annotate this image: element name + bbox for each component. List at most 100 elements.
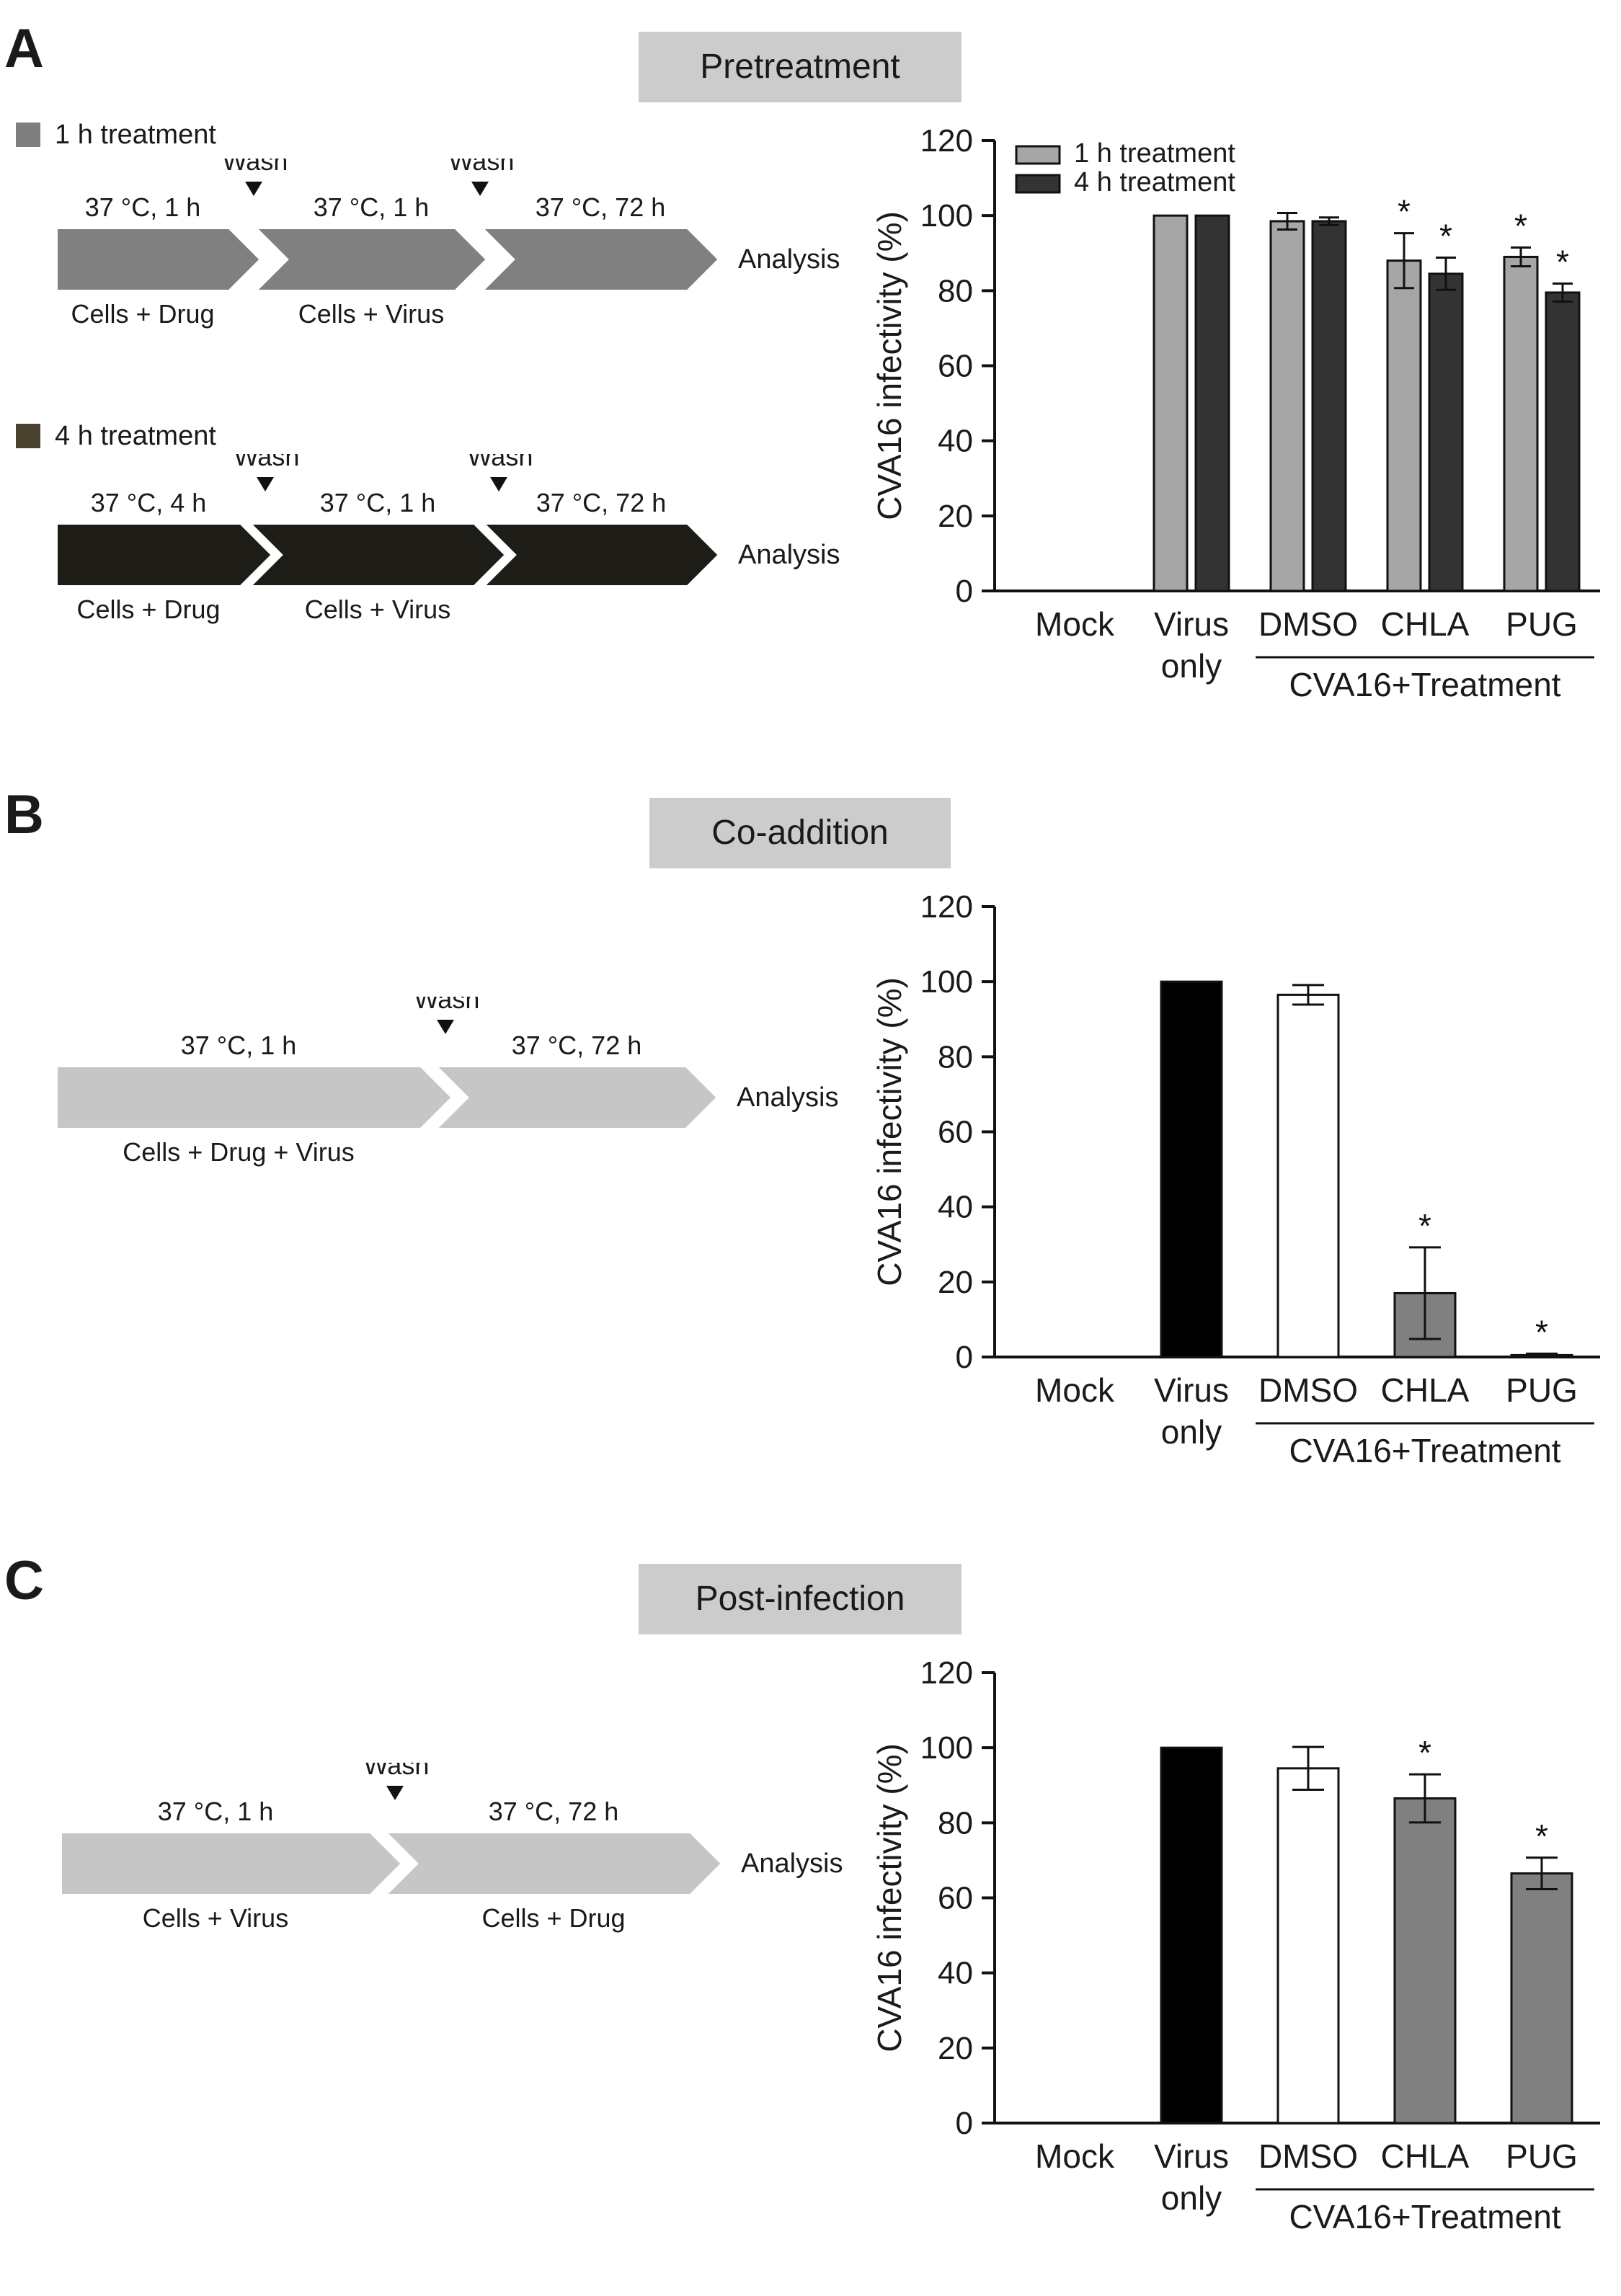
- y-tick-label: 0: [956, 574, 973, 609]
- step-condition-label: 37 °C, 72 h: [536, 192, 666, 222]
- y-tick-label: 100: [920, 1730, 973, 1766]
- y-tick-label: 60: [938, 1881, 973, 1916]
- wash-label: Wash: [364, 1763, 430, 1780]
- x-tick-label: Virus: [1154, 1371, 1229, 1409]
- y-tick-label: 0: [956, 2106, 973, 2141]
- step-condition-label: 37 °C, 1 h: [85, 192, 201, 222]
- significance-marker: *: [1398, 193, 1411, 231]
- protocol-diagram-4h: 37 °C, 4 h Cells + Drug Wash 37 °C, 1 h Cell…: [55, 454, 840, 624]
- group-label: CVA16+Treatment: [1289, 666, 1560, 703]
- step-content-label: Cells + Virus: [298, 299, 444, 329]
- panel-title: Post-infection: [639, 1564, 962, 1634]
- y-tick-label: 40: [938, 424, 973, 459]
- bar-chart-pretreatment: 0 20 40 60 80 100 120 CVA16 infectivity (%) * * * *…: [871, 123, 1600, 703]
- x-tick-label: CHLA: [1381, 605, 1470, 643]
- step-condition-label: 37 °C, 72 h: [512, 1031, 642, 1060]
- analysis-label: Analysis: [737, 1082, 839, 1113]
- wash-marker: [386, 1786, 404, 1800]
- x-tick-label: PUG: [1506, 2137, 1578, 2175]
- y-tick-label: 60: [938, 1115, 973, 1150]
- legend-label: 4 h treatment: [1074, 167, 1235, 197]
- step-condition-label: 37 °C, 1 h: [181, 1031, 297, 1060]
- x-tick-label: DMSO: [1258, 605, 1358, 643]
- bar: [1269, 220, 1305, 592]
- bar: [1393, 1797, 1457, 2124]
- y-tick-label: 120: [920, 889, 973, 925]
- y-tick-label: 100: [920, 964, 973, 1000]
- arrow-segment: [59, 1830, 404, 1897]
- legend-label: 1 h treatment: [1074, 138, 1235, 169]
- step-condition-label: 37 °C, 4 h: [91, 488, 207, 517]
- legend-swatch-4h: [16, 424, 40, 448]
- bar: [1160, 1746, 1223, 2124]
- panel-letter: B: [4, 784, 44, 845]
- analysis-label: Analysis: [738, 540, 840, 570]
- significance-marker: *: [1556, 243, 1569, 280]
- significance-marker: *: [1535, 1313, 1548, 1351]
- y-tick-label: 20: [938, 2031, 973, 2066]
- legend-swatch-1h: [16, 123, 40, 147]
- arrow-segment: [479, 522, 721, 588]
- wash-label: Wash: [414, 997, 480, 1014]
- wash-marker: [437, 1020, 454, 1034]
- protocol-diagram: 37 °C, 1 h Cells + Drug + Virus Wash 37 °C,…: [55, 997, 839, 1167]
- step-condition-label: 37 °C, 1 h: [320, 488, 436, 517]
- bar: [1545, 291, 1581, 592]
- x-tick-label: CHLA: [1381, 1371, 1470, 1409]
- legend-swatch: [1015, 174, 1061, 194]
- panel-title: Co-addition: [649, 798, 951, 868]
- step-content-label: Cells + Drug + Virus: [123, 1137, 354, 1167]
- significance-marker: *: [1418, 1734, 1431, 1771]
- y-tick-label: 20: [938, 499, 973, 534]
- analysis-label: Analysis: [741, 1848, 843, 1879]
- x-tick-label: Mock: [1035, 1371, 1115, 1409]
- y-tick-label: 80: [938, 1805, 973, 1841]
- x-tick-label: DMSO: [1258, 2137, 1358, 2175]
- y-tick-label: 80: [938, 273, 973, 308]
- step-condition-label: 37 °C, 1 h: [314, 192, 430, 222]
- arrow-segment: [55, 522, 275, 588]
- x-tick-label: Virus: [1154, 605, 1229, 643]
- bar-chart-post-infection: 0 20 40 60 80 100 120 CVA16 infectivity (%) * * Mo…: [871, 1655, 1600, 2235]
- panel-a: A Pretreatment 1 h treatment 4 h treatme…: [0, 0, 1621, 764]
- x-tick-label: only: [1161, 647, 1222, 685]
- y-tick-label: 40: [938, 1190, 973, 1225]
- panel-b: B Co-addition 37 °C, 1 h Cells + Drug + V…: [0, 766, 1621, 1530]
- bar: [1503, 255, 1539, 592]
- bar-chart-co-addition: 0 20 40 60 80 100 120 CVA16 infectivity (%) * * Mo…: [871, 889, 1600, 1469]
- panel-c: C Post-infection 37 °C, 1 h Cells + Virus…: [0, 1532, 1621, 2296]
- arrow-segment: [252, 226, 489, 293]
- y-tick-label: 0: [956, 1340, 973, 1375]
- legend-label-1h: 1 h treatment: [55, 120, 216, 150]
- arrow-segment: [381, 1830, 724, 1897]
- wash-marker: [245, 182, 262, 196]
- x-tick-label: only: [1161, 1413, 1222, 1451]
- significance-marker: *: [1439, 218, 1452, 255]
- x-tick-label: DMSO: [1258, 1371, 1358, 1409]
- arrow-segment: [246, 522, 508, 588]
- y-axis-label: CVA16 infectivity (%): [871, 977, 908, 1286]
- x-tick-label: Mock: [1035, 2137, 1115, 2175]
- wash-marker: [257, 477, 274, 491]
- x-tick-label: only: [1161, 2179, 1222, 2217]
- y-tick-label: 100: [920, 198, 973, 233]
- group-label: CVA16+Treatment: [1289, 2198, 1560, 2235]
- x-tick-label: Mock: [1035, 605, 1115, 643]
- y-tick-label: 60: [938, 349, 973, 384]
- arrow-segment: [432, 1064, 720, 1131]
- step-condition-label: 37 °C, 72 h: [536, 488, 667, 517]
- x-tick-label: CHLA: [1381, 2137, 1470, 2175]
- wash-label: Wash: [234, 454, 300, 471]
- protocol-diagram: 37 °C, 1 h Cells + Virus Wash 37 °C, 72 h Ce…: [59, 1763, 843, 1933]
- panel-title: Pretreatment: [639, 32, 962, 102]
- y-tick-label: 40: [938, 1956, 973, 1991]
- significance-marker: *: [1418, 1207, 1431, 1245]
- bar: [1428, 272, 1464, 592]
- x-tick-label: PUG: [1506, 605, 1578, 643]
- bar: [1160, 980, 1223, 1358]
- y-tick-label: 120: [920, 1655, 973, 1691]
- bar: [1276, 993, 1340, 1358]
- bar: [1194, 214, 1230, 592]
- step-content-label: Cells + Virus: [143, 1903, 288, 1933]
- arrow-segment: [55, 226, 263, 293]
